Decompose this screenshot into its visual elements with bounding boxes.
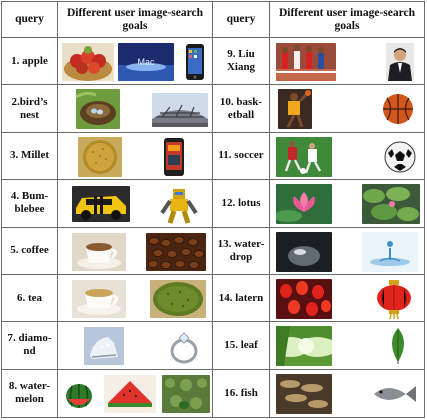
water-splash-image [362,231,418,272]
goals-leaf [270,322,424,370]
goals-bumblebee [58,180,213,228]
goals-latern [270,275,424,323]
query-liu-xiang: 9. Liu Xiang [213,38,270,86]
query-millet: 3. Millet [2,132,58,181]
query-latern: 14. latern [213,274,270,323]
lotus-leaves-pond-image [362,184,420,225]
query-soccer: 11. soccer [213,132,270,181]
goals-fish [270,370,424,417]
query-water-drop: 13. water-drop [213,227,270,275]
query-birds-nest: 2.bird’s nest [2,85,58,133]
millet-phone-image [162,136,186,177]
query-tea: 6. tea [2,274,58,323]
millet-grain-image [78,136,122,177]
goals-coffee [58,227,213,275]
water-drop-dark-image [276,231,332,272]
goals-diamond [58,322,213,370]
goals-basketball [270,85,424,133]
tea-leaves-image [150,279,206,318]
query-coffee: 5. coffee [2,227,58,275]
soccer-players-image [276,136,332,177]
apple-fruit-basket-image [62,43,114,81]
basketball-ball-image [380,91,416,128]
diamond-ring-image [166,327,202,366]
table-grid: query Different user image-search goals … [2,2,424,417]
bumblebee-robot-image [158,183,200,226]
goals-liu-xiang [270,38,424,86]
apple-mac-logo-image: Mac [118,43,174,81]
basketball-player-image [278,89,312,130]
fish-school-image [276,373,332,414]
single-leaf-image [384,326,412,367]
iphone-image [184,43,206,81]
yellow-car-image [72,186,130,223]
query-diamond: 7. diamo-nd [2,322,58,370]
diamond-shoe-image [84,327,124,366]
coffee-cup-image [72,232,126,271]
goals-tea [58,274,213,323]
header-query-right: query [213,2,270,38]
man-in-suit-image [386,43,414,81]
query-bumblebee: 4. Bum-blebee [2,180,58,228]
query-lotus: 12. lotus [213,180,270,228]
soccer-ball-image [382,138,418,175]
tea-cup-image [72,279,126,318]
header-goals-right: Different user image-search goals [270,2,424,38]
goals-soccer [270,133,424,181]
single-fish-image [368,377,420,410]
goals-water-drop [270,228,424,275]
hurdles-race-image [276,43,336,81]
red-lanterns-string-image [276,278,332,319]
apple-mac-text: Mac [137,57,155,67]
query-apple: 1. apple [2,38,58,86]
goals-apple: Mac [58,38,213,86]
birds-nest-stadium-image [152,93,208,128]
watermelon-fruit-image [64,374,94,413]
watermelon-slices-image [104,374,156,413]
goals-watermelon [58,369,213,417]
goals-lotus [270,180,424,228]
goals-birds-nest [58,85,213,133]
coffee-beans-image [146,232,206,271]
lotus-flower-image [276,184,332,225]
query-watermelon: 8. water-melon [2,369,58,417]
goals-millet [58,132,213,181]
bird-nest-image [76,89,120,130]
red-lantern-image [374,277,414,320]
query-fish: 16. fish [213,369,270,417]
header-query-left: query [2,2,58,38]
watermelon-field-image [162,374,210,413]
green-canopy-image [276,326,332,367]
query-basketball: 10. bask-etball [213,85,270,133]
header-goals-left: Different user image-search goals [58,2,213,38]
query-leaf: 15. leaf [213,322,270,370]
